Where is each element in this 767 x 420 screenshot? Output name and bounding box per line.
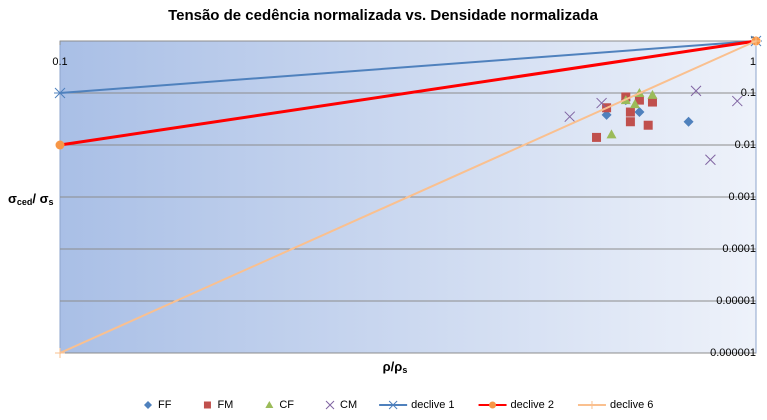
y-tick-label: 0.1 — [741, 87, 756, 99]
y-tick-label: 0.001 — [728, 191, 756, 203]
legend-marker — [388, 400, 399, 410]
point — [625, 117, 635, 127]
x-axis-label: ρ/ρs — [383, 359, 408, 375]
y-label-part: / σ — [32, 191, 48, 206]
y-label-part: ced — [17, 197, 33, 207]
point — [705, 154, 716, 166]
point — [629, 99, 640, 109]
legend-marker — [489, 401, 497, 409]
y-tick-label: 0.0001 — [722, 243, 756, 255]
legend: FF FM CF CM declive 1 declive 2 declive 6 — [144, 399, 653, 411]
marks — [54, 35, 762, 358]
point — [625, 107, 635, 117]
point — [643, 120, 653, 130]
y-tick-label: 0.000001 — [710, 347, 756, 359]
legend-marker — [144, 401, 152, 409]
point — [55, 348, 65, 358]
point — [647, 97, 657, 107]
y-axis-label: σced/ σs — [8, 191, 54, 207]
y-label-part: σ — [8, 191, 17, 206]
legend-marker — [587, 401, 596, 409]
point — [751, 36, 761, 46]
y-label-part: s — [49, 197, 54, 207]
point — [647, 89, 658, 99]
legend-label: FM — [217, 399, 233, 411]
legend-label: FF — [158, 399, 172, 411]
y-tick-label: 0.01 — [735, 139, 756, 151]
point — [596, 97, 607, 109]
chart-title: Tensão de cedência normalizada vs. Densi… — [168, 7, 599, 24]
legend-marker — [325, 400, 335, 410]
x-label-part: ρ/ρ — [383, 359, 403, 374]
point — [601, 109, 612, 120]
x-tick-label: 0.1 — [52, 56, 67, 68]
legend-marker — [265, 401, 274, 408]
point — [54, 87, 66, 99]
legend-marker — [203, 401, 211, 409]
series-line — [59, 40, 757, 354]
point — [606, 129, 617, 139]
x-tick-label: 1 — [750, 56, 756, 68]
series-line — [59, 39, 757, 147]
point — [683, 116, 694, 127]
y-tick-label: 0.00001 — [716, 295, 756, 307]
series-line — [59, 40, 757, 94]
point — [592, 132, 602, 142]
x-label-part: s — [402, 365, 407, 375]
legend-label: CF — [279, 399, 294, 411]
point — [634, 107, 645, 118]
point — [634, 95, 644, 105]
point — [690, 85, 702, 97]
legend-label: declive 6 — [610, 399, 653, 411]
legend-label: declive 1 — [411, 399, 454, 411]
point — [55, 140, 65, 150]
legend-label: CM — [340, 399, 357, 411]
legend-label: declive 2 — [511, 399, 554, 411]
point — [731, 95, 743, 107]
point — [564, 111, 576, 123]
